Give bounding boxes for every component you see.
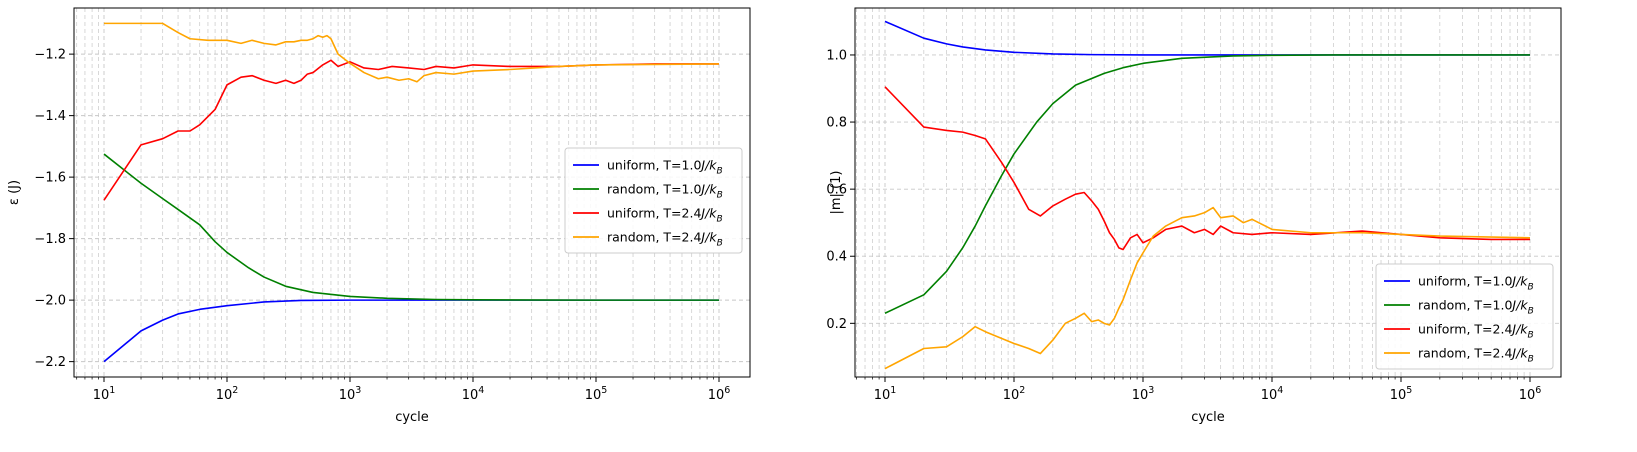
- x-tick-label: 101: [874, 385, 897, 403]
- x-tick-label: 101: [93, 385, 116, 403]
- series-line-3: [103, 59, 719, 201]
- legend: uniform, T=1.0J/kB random, T=1.0J/kB unifo…: [564, 147, 743, 254]
- x-tick-label: 105: [585, 385, 608, 403]
- plot-frame: [854, 7, 1562, 378]
- y-axis-label: ε (J): [7, 180, 22, 205]
- y-tick-label: −2.2: [34, 355, 66, 370]
- y-tick-label: 1.0: [826, 48, 847, 63]
- x-tick-label: 104: [1261, 385, 1284, 403]
- legend-label-3: uniform, T=2.4J/kB: [1418, 322, 1534, 341]
- y-tick-label: 0.8: [826, 116, 847, 131]
- series-line-1: [103, 299, 719, 363]
- x-tick-label: 103: [339, 385, 362, 403]
- y-tick-label: 0.4: [826, 250, 847, 265]
- legend-box: [564, 147, 743, 254]
- series-line-4: [884, 206, 1531, 370]
- x-tick-label: 106: [1519, 385, 1542, 403]
- series-line-2: [884, 54, 1530, 314]
- legend-label-4: random, T=2.4J/kB: [607, 230, 723, 249]
- legend-label-1: uniform, T=1.0J/kB: [607, 158, 723, 177]
- x-tick-label: 105: [1390, 385, 1413, 403]
- legend-label-2: random, T=1.0J/kB: [607, 182, 723, 201]
- legend-label-2: random, T=1.0J/kB: [1418, 298, 1534, 317]
- legend-label-1: uniform, T=1.0J/kB: [1418, 274, 1534, 293]
- y-tick-label: −1.8: [34, 232, 66, 247]
- y-tick-label: −1.2: [34, 48, 66, 63]
- grid: [855, 8, 1561, 377]
- x-axis-label: cycle: [395, 410, 429, 425]
- x-tick-label: 104: [462, 385, 485, 403]
- series-lines: [103, 22, 720, 363]
- legend-label-3: uniform, T=2.4J/kB: [607, 206, 723, 225]
- y-tick-label: −1.6: [34, 171, 66, 186]
- y-tick-label: −1.4: [34, 109, 66, 124]
- x-tick-label: 102: [216, 385, 239, 403]
- y-tick-label: 0.6: [826, 183, 847, 198]
- x-tick-label: 102: [1003, 385, 1026, 403]
- series-lines: [884, 20, 1531, 370]
- legend-box: [1375, 263, 1554, 370]
- series-line-3: [884, 86, 1530, 251]
- legend: uniform, T=1.0J/kB random, T=1.0J/kB unifo…: [1375, 263, 1554, 370]
- series-line-4: [104, 22, 720, 83]
- legend-label-4: random, T=2.4J/kB: [1418, 346, 1534, 365]
- x-axis-label: cycle: [1191, 410, 1225, 425]
- x-tick-label: 106: [708, 385, 731, 403]
- series-line-1: [884, 20, 1530, 56]
- y-tick-label: −2.0: [34, 294, 66, 309]
- y-tick-label: 0.2: [826, 317, 847, 332]
- chart-2: 0.2 0.4 0.6 0.8 1.0 101 102 103 104 105 106 cycle |m…: [826, 7, 1562, 425]
- plot-frame: [73, 7, 751, 378]
- series-line-2: [103, 153, 719, 301]
- chart-1: −2.2 −2.0 −1.8 −1.6 −1.4 −1.2 101 102 103 104 105 1…: [7, 7, 751, 425]
- y-axis-label: |m| (1): [829, 171, 844, 215]
- x-tick-label: 103: [1132, 385, 1155, 403]
